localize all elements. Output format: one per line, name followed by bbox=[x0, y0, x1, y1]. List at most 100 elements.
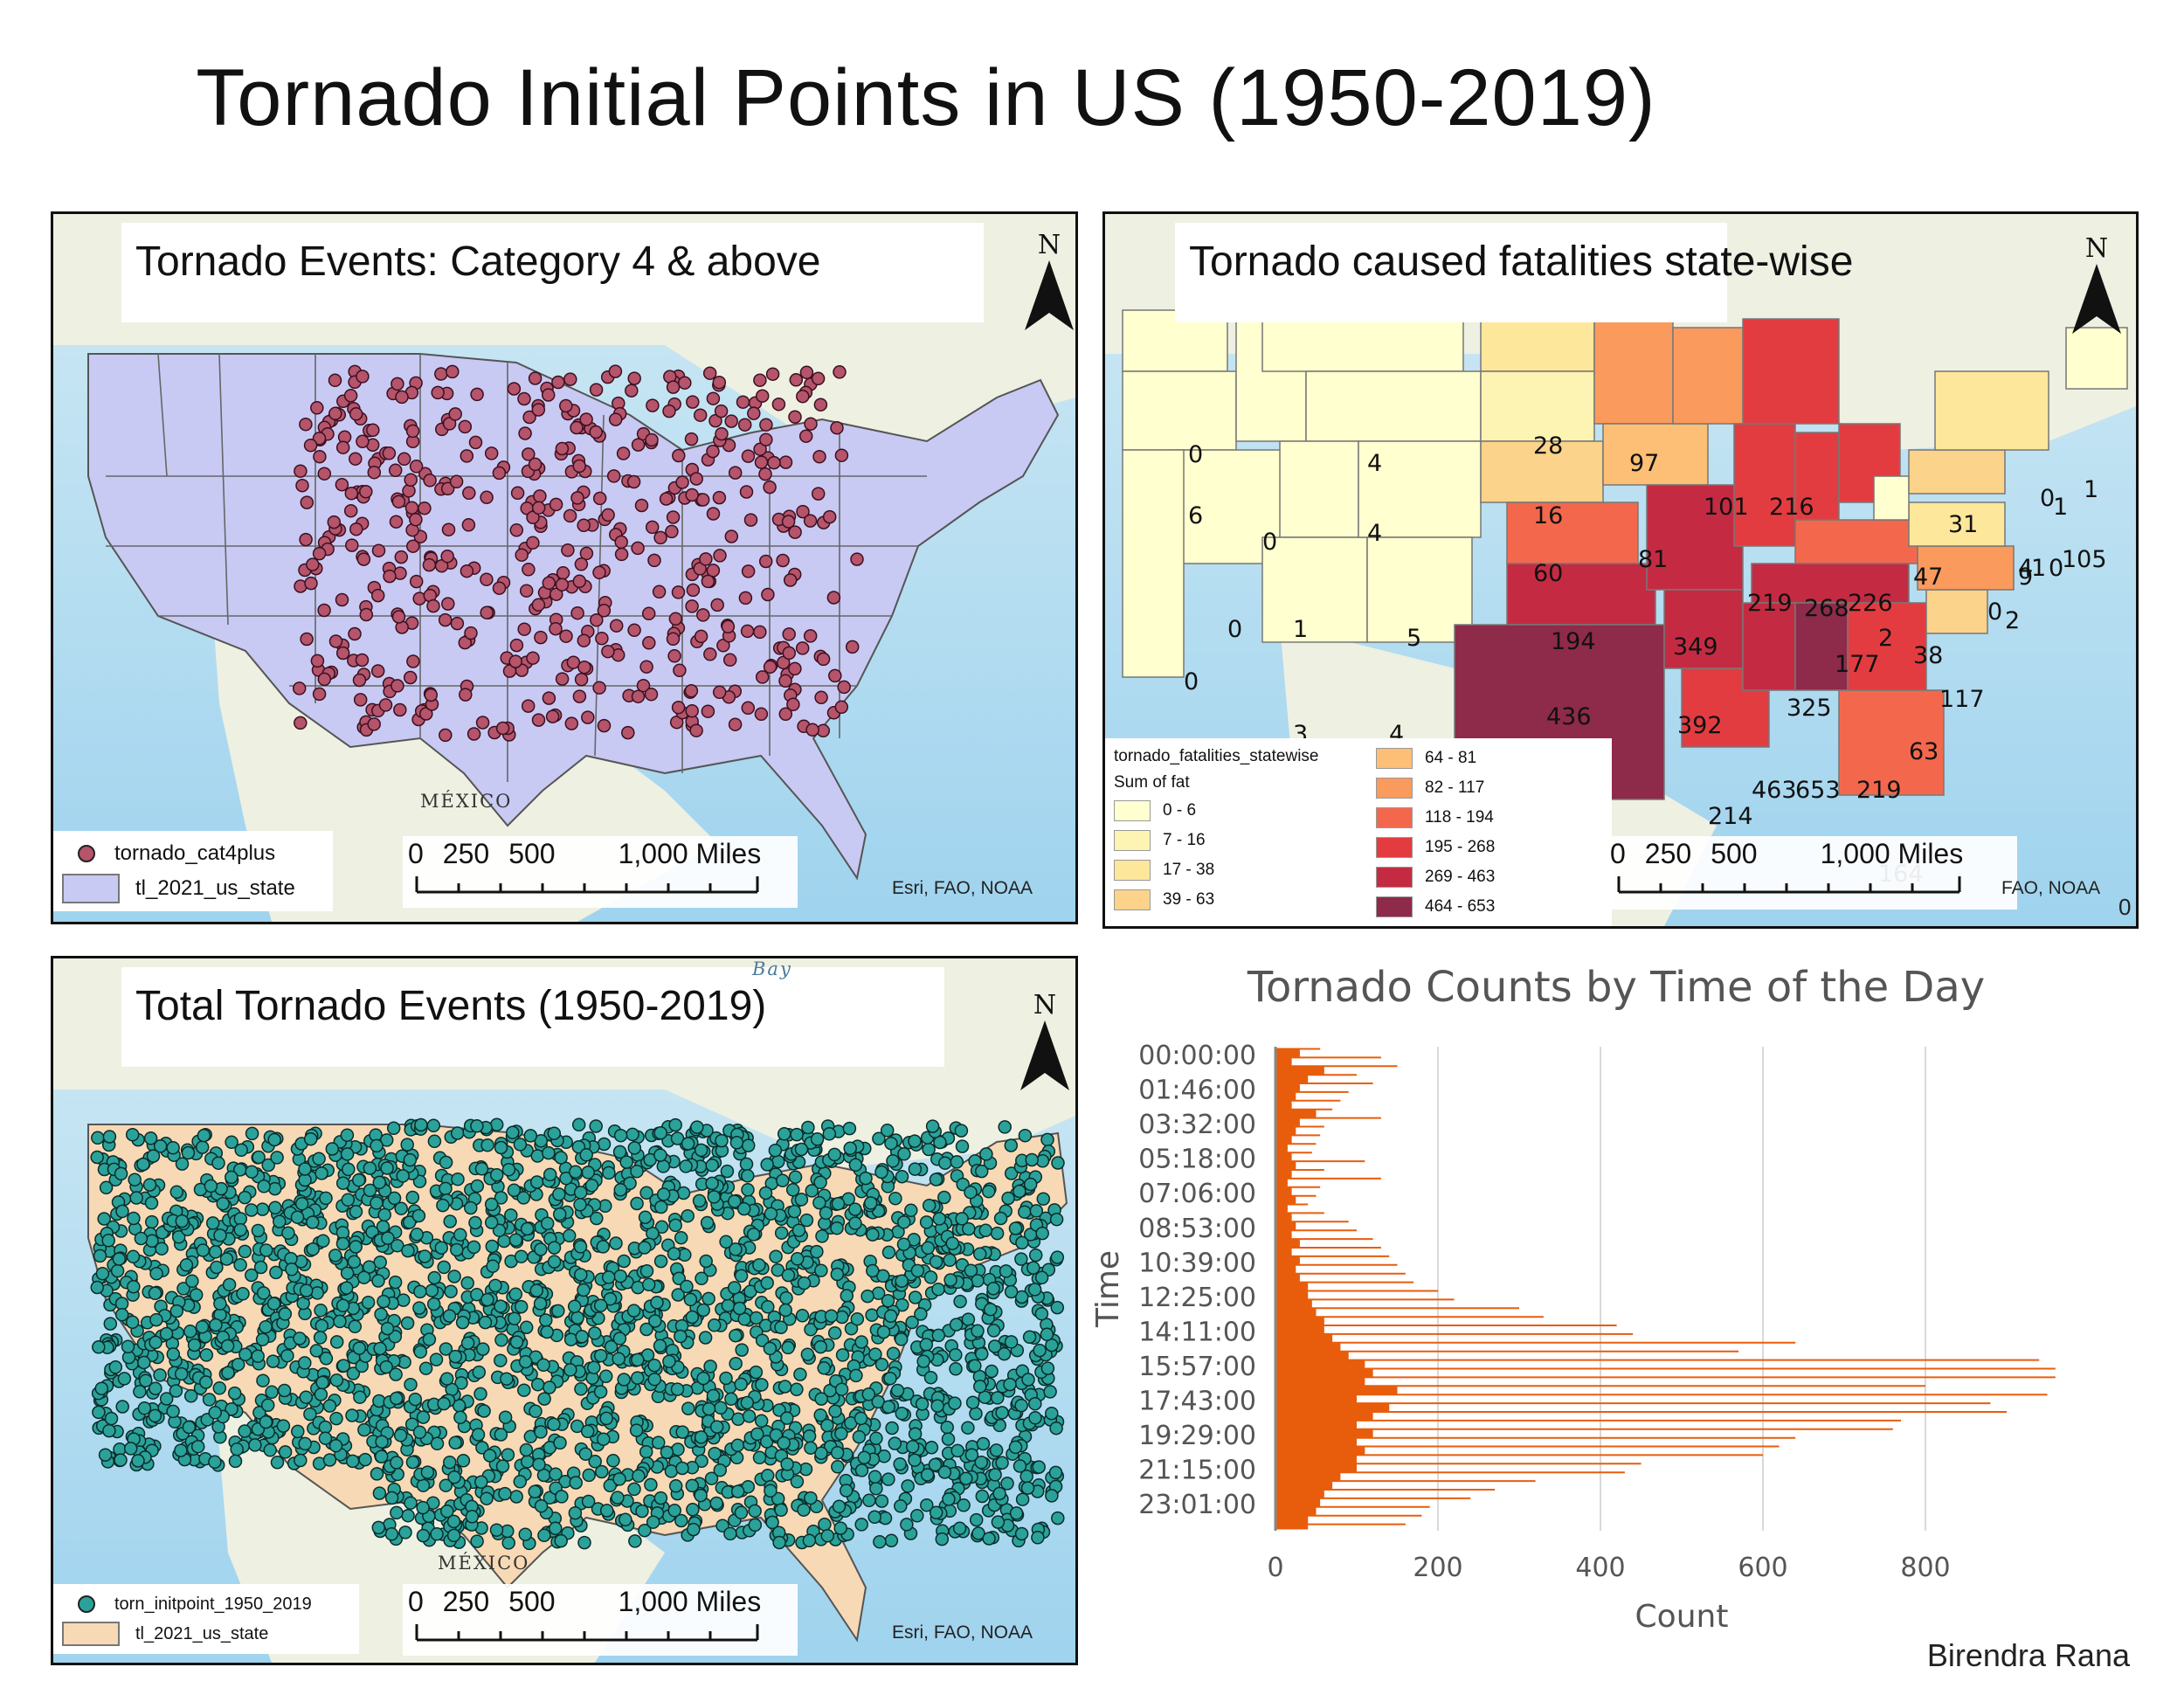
tornado-point bbox=[181, 1145, 196, 1160]
tornado-point bbox=[845, 640, 860, 654]
tornado-point bbox=[1036, 1192, 1051, 1206]
tornado-point bbox=[687, 1522, 701, 1537]
tornado-point bbox=[559, 398, 573, 413]
tornado-point bbox=[256, 1373, 270, 1387]
bar-fill bbox=[1275, 1088, 1300, 1092]
tornado-point bbox=[404, 473, 418, 488]
tornado-point bbox=[514, 1299, 529, 1314]
scale-ruler bbox=[415, 1624, 759, 1642]
tornado-point bbox=[117, 1372, 132, 1386]
tornado-point bbox=[470, 1179, 485, 1193]
tornado-point bbox=[574, 1382, 588, 1396]
tornado-point bbox=[322, 1399, 337, 1413]
tornado-point bbox=[335, 592, 349, 607]
cat4-map-panel[interactable]: Tornado Events: Category 4 & above N MÉX… bbox=[51, 211, 1078, 924]
state-value-label: 2 bbox=[1878, 625, 1894, 652]
tornado-point bbox=[263, 1443, 277, 1457]
tornado-point bbox=[987, 1339, 1002, 1353]
tornado-point bbox=[876, 1325, 891, 1339]
tornado-point bbox=[1029, 1204, 1044, 1218]
bar-fill bbox=[1275, 1390, 1398, 1395]
tornado-point bbox=[694, 1143, 708, 1158]
tornado-point bbox=[375, 1435, 389, 1449]
tornado-point bbox=[267, 1132, 281, 1147]
tornado-point bbox=[602, 1166, 616, 1180]
time-of-day-bar-chart[interactable]: 0 200 400 600 80000:00:0001:46:0003:32:0005:… bbox=[1092, 996, 2140, 1678]
tornado-point bbox=[370, 664, 385, 678]
tornado-point bbox=[467, 1240, 481, 1255]
y-tick-label: 10:39:00 bbox=[1138, 1248, 1256, 1278]
tornado-point bbox=[670, 1131, 685, 1145]
bar-fill bbox=[1275, 1506, 1317, 1512]
tornado-point bbox=[423, 474, 437, 488]
tornado-point bbox=[349, 407, 363, 421]
tornado-point bbox=[881, 1472, 895, 1486]
tornado-point bbox=[852, 1429, 867, 1444]
tornado-point bbox=[521, 699, 536, 713]
tornado-point bbox=[793, 1367, 807, 1381]
tornado-point bbox=[674, 1513, 688, 1528]
class-swatch-icon bbox=[1114, 800, 1151, 821]
tornado-point bbox=[699, 1254, 713, 1269]
bar-fill bbox=[1275, 1519, 1309, 1525]
tornado-point bbox=[515, 548, 529, 562]
tornado-point bbox=[450, 616, 465, 631]
tornado-point bbox=[187, 1338, 202, 1352]
tornado-point bbox=[427, 1270, 442, 1285]
tornado-point bbox=[975, 1489, 990, 1504]
tornado-point bbox=[671, 700, 686, 715]
tornado-point bbox=[626, 474, 641, 489]
tornado-point bbox=[304, 576, 318, 591]
bar-fill bbox=[1275, 1472, 1341, 1477]
tornado-point bbox=[159, 1326, 174, 1341]
tornado-point bbox=[309, 1344, 324, 1358]
tornado-point bbox=[646, 1515, 660, 1529]
tornado-point bbox=[1015, 1492, 1030, 1506]
tornado-point bbox=[115, 1204, 129, 1219]
tornado-point bbox=[854, 1463, 869, 1477]
tornado-point bbox=[801, 1120, 815, 1135]
tornado-point bbox=[509, 523, 524, 537]
tornado-point bbox=[740, 624, 755, 639]
tornado-point bbox=[778, 455, 793, 469]
state-value-label: 101 bbox=[1704, 494, 1749, 521]
tornado-point bbox=[443, 1214, 457, 1228]
state-value-label: 219 bbox=[1856, 777, 1902, 804]
tornado-point bbox=[562, 1228, 577, 1243]
tornado-point bbox=[401, 1508, 415, 1523]
tornado-point bbox=[754, 1414, 769, 1429]
total-map-panel[interactable]: Total Tornado Events (1950-2019) Bay N M… bbox=[51, 956, 1078, 1665]
bar-fill bbox=[1275, 1126, 1296, 1131]
state-value-label: 463 bbox=[1752, 777, 1797, 804]
tornado-point bbox=[528, 371, 543, 385]
tornado-point bbox=[1048, 1465, 1063, 1480]
tornado-point bbox=[706, 564, 721, 578]
bar-fill bbox=[1275, 1325, 1324, 1330]
tornado-point bbox=[134, 1231, 149, 1246]
tornado-point bbox=[571, 1117, 586, 1132]
legend-label: torn_initpoint_1950_2019 bbox=[114, 1594, 312, 1614]
tornado-point bbox=[450, 1242, 464, 1257]
tornado-point bbox=[488, 1278, 502, 1293]
class-swatch-icon bbox=[1114, 830, 1151, 851]
tornado-point bbox=[706, 391, 721, 405]
fatalities-map-panel[interactable]: Tornado caused fatalities state-wise N 0… bbox=[1102, 211, 2139, 929]
tornado-point bbox=[753, 442, 767, 456]
bar-fill bbox=[1275, 1178, 1288, 1183]
tornado-point bbox=[99, 1180, 114, 1195]
tornado-point bbox=[719, 1235, 733, 1249]
tornado-point bbox=[810, 1132, 825, 1146]
tornado-point bbox=[666, 632, 681, 647]
tornado-point bbox=[549, 1467, 563, 1481]
tornado-point bbox=[298, 1162, 312, 1176]
tornado-point bbox=[755, 389, 770, 403]
tornado-point bbox=[570, 491, 584, 505]
tornado-point bbox=[460, 449, 474, 463]
tornado-point bbox=[519, 1442, 534, 1457]
tornado-point bbox=[795, 1309, 810, 1323]
tornado-point bbox=[314, 1318, 329, 1333]
tornado-point bbox=[456, 1454, 471, 1468]
tornado-point bbox=[782, 627, 796, 641]
tornado-point bbox=[494, 1428, 508, 1442]
tornado-point bbox=[204, 1179, 218, 1193]
